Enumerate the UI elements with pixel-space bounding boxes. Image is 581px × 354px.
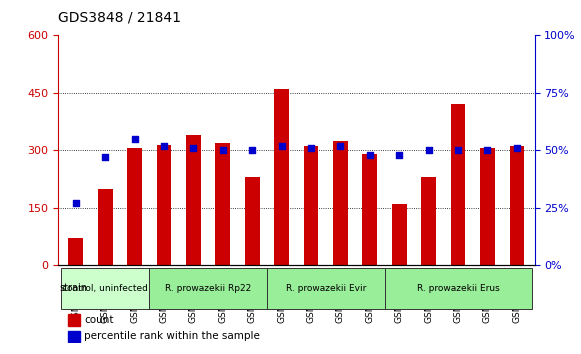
Bar xyxy=(421,177,436,265)
Text: percentile rank within the sample: percentile rank within the sample xyxy=(84,331,260,341)
Text: control, uninfected: control, uninfected xyxy=(62,284,148,293)
Text: count: count xyxy=(84,315,114,325)
Text: R. prowazekii Rp22: R. prowazekii Rp22 xyxy=(165,284,251,293)
Bar xyxy=(274,89,289,265)
Point xyxy=(101,154,110,160)
Bar xyxy=(157,144,171,265)
FancyBboxPatch shape xyxy=(149,268,267,309)
Point xyxy=(394,152,404,158)
Point xyxy=(512,145,522,151)
Point xyxy=(365,152,375,158)
Bar xyxy=(451,104,465,265)
Point xyxy=(130,136,139,142)
Text: R. prowazekii Erus: R. prowazekii Erus xyxy=(417,284,500,293)
Bar xyxy=(127,148,142,265)
Point xyxy=(71,200,80,206)
Text: GDS3848 / 21841: GDS3848 / 21841 xyxy=(58,11,181,25)
Bar xyxy=(480,148,495,265)
Text: R. prowazekii Evir: R. prowazekii Evir xyxy=(285,284,366,293)
Bar xyxy=(333,141,348,265)
Point xyxy=(159,143,168,149)
FancyBboxPatch shape xyxy=(267,268,385,309)
Text: strain: strain xyxy=(60,283,88,293)
Point xyxy=(306,145,315,151)
Bar xyxy=(304,147,318,265)
Bar xyxy=(392,204,407,265)
FancyBboxPatch shape xyxy=(385,268,532,309)
Bar xyxy=(216,143,230,265)
Bar xyxy=(363,154,377,265)
Point xyxy=(453,148,462,153)
Point xyxy=(277,143,286,149)
Bar xyxy=(245,177,260,265)
Bar xyxy=(510,147,524,265)
Point xyxy=(424,148,433,153)
Point xyxy=(218,148,227,153)
Point xyxy=(189,145,198,151)
Bar xyxy=(186,135,200,265)
Bar xyxy=(98,189,113,265)
Bar xyxy=(69,239,83,265)
Bar xyxy=(67,331,80,342)
Point xyxy=(336,143,345,149)
Bar xyxy=(67,314,80,326)
FancyBboxPatch shape xyxy=(61,268,149,309)
Point xyxy=(483,148,492,153)
Point xyxy=(248,148,257,153)
